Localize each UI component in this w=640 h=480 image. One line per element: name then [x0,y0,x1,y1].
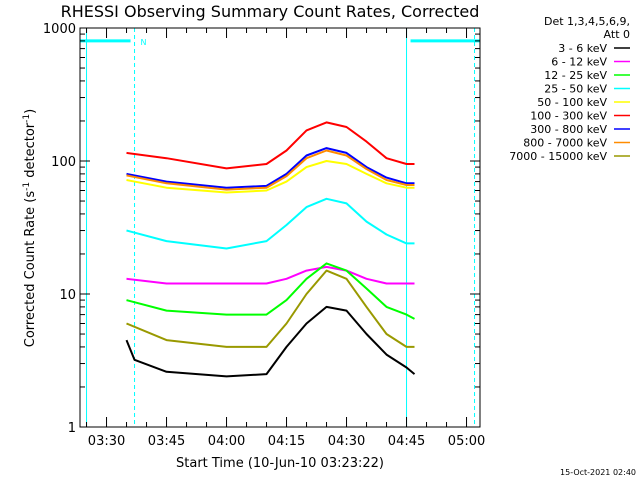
series-line-1 [126,265,415,285]
x-tick-label-3: 04:15 [268,434,305,449]
generation-timestamp: 15-Oct-2021 02:40 [560,468,636,477]
y-tick-label-1: 10 [59,288,76,303]
y-tick-label-2: 100 [51,155,76,170]
chart-title: RHESSI Observing Summary Count Rates, Co… [61,2,480,21]
x-tick-label-4: 04:30 [328,434,365,449]
y-axis-label: Corrected Count Rate (s-1 detector-1) [22,109,38,347]
x-tick-label-0: 03:30 [88,434,125,449]
legend-entry-8: 7000 - 15000 keV [509,150,607,163]
series-line-7 [126,149,415,191]
y-axis-label-main: Corrected Count Rate (s [23,191,38,348]
x-tick-label-6: 05:00 [448,434,485,449]
x-axis: 03:30 03:45 04:00 04:15 04:30 04:45 05:00 [86,28,485,449]
plot-marks: N [80,28,480,427]
y-axis-label-exp2: -1 [22,114,32,123]
y-tick-label-0: 1 [68,421,76,436]
legend-header-attenuator: Att 0 [604,28,630,41]
legend-entry-3: 25 - 50 keV [544,83,607,96]
series-line-3 [126,197,415,250]
y-axis: 1 10 100 1000 [43,22,480,436]
x-axis-label: Start Time (10-Jun-10 03:23:22) [176,456,384,471]
y-axis-label-exp1: -1 [22,182,32,191]
y-tick-label-3: 1000 [43,22,76,37]
series-line-2 [126,262,415,320]
y-axis-label-end: ) [23,109,38,114]
legend-entry-6: 300 - 800 keV [530,123,607,136]
series-line-4 [126,160,415,194]
series-line-0 [125,305,416,378]
x-tick-label-2: 04:00 [208,434,245,449]
legend-entry-1: 6 - 12 keV [551,56,607,69]
legend-entry-5: 100 - 300 keV [530,110,607,123]
x-tick-label-1: 03:45 [148,434,185,449]
y-axis-label-mid: detector [23,122,38,182]
x-tick-label-5: 04:45 [388,434,425,449]
legend-entry-4: 50 - 100 keV [537,96,607,109]
series-line-5 [126,121,415,170]
legend-entry-0: 3 - 6 keV [558,42,607,55]
legend-entry-2: 12 - 25 keV [544,69,607,82]
legend-entry-7: 800 - 7000 keV [523,137,607,150]
series-line-6 [126,147,415,189]
legend-header-detectors: Det 1,3,4,5,6,9, [544,15,630,28]
series-line-8 [126,269,415,348]
plot-frame [79,27,481,428]
attenuator-label: N [141,38,147,47]
